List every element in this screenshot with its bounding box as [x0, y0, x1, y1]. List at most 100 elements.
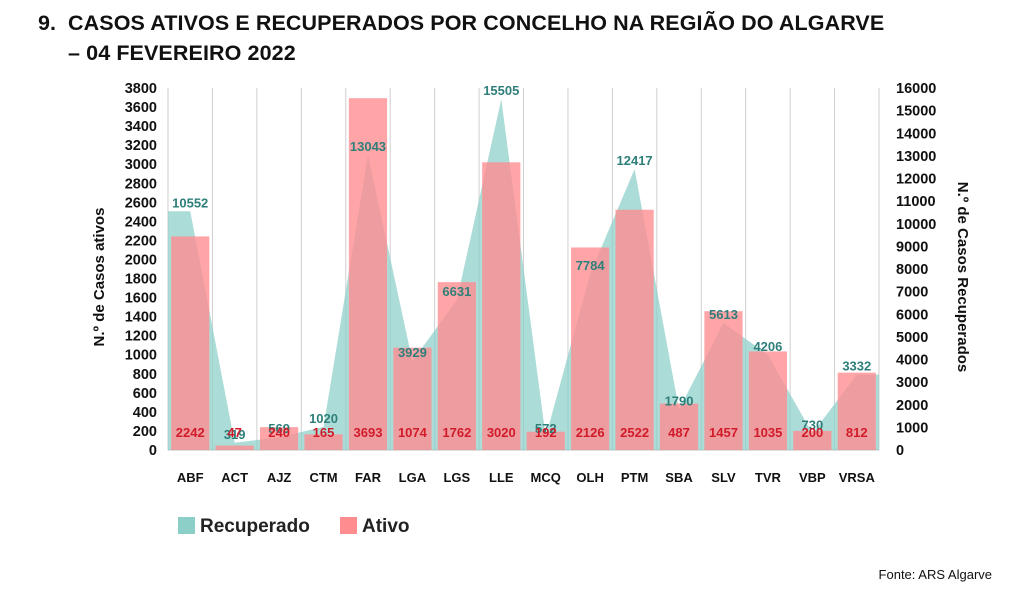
y2-tick-label: 10000 — [896, 217, 936, 233]
ativo-bar-lle — [482, 162, 521, 450]
y2-tick-label: 7000 — [896, 285, 928, 301]
x-tick-label: AJZ — [267, 470, 292, 485]
ativo-bar-far — [348, 98, 388, 450]
ativo-bar-ctm — [304, 434, 343, 450]
x-tick-label: ABF — [177, 470, 204, 485]
x-tick-label: FAR — [355, 470, 382, 485]
y-tick-label: 3000 — [125, 157, 157, 173]
recuperado-data-label: 12417 — [617, 153, 653, 168]
ativo-data-label: 200 — [801, 425, 823, 440]
ativo-data-label: 1762 — [442, 425, 471, 440]
y-tick-label: 3600 — [125, 100, 157, 116]
recuperado-data-label: 3332 — [842, 359, 871, 374]
y2-tick-label: 3000 — [896, 375, 928, 391]
y2-axis-title: N.º de Casos Recuperados — [954, 182, 971, 373]
x-tick-label: SLV — [711, 470, 736, 485]
y-tick-label: 1800 — [125, 272, 157, 288]
y2-tick-label: 0 — [896, 443, 904, 459]
ativo-bar-tvr — [748, 351, 788, 450]
ativo-data-label: 1074 — [398, 425, 428, 440]
ativo-data-label: 487 — [668, 425, 690, 440]
y-tick-label: 2200 — [125, 233, 157, 249]
ativo-bar-abf — [171, 236, 210, 450]
ativo-data-label: 2126 — [576, 425, 605, 440]
y-tick-label: 3400 — [125, 119, 157, 135]
ativo-data-label: 2242 — [176, 425, 205, 440]
ativo-data-label: 192 — [535, 425, 557, 440]
y-tick-label: 3200 — [125, 138, 157, 154]
y-tick-label: 400 — [133, 405, 157, 421]
chart-title: 9. CASOS ATIVOS E RECUPERADOS POR CONCELH… — [38, 8, 884, 68]
y2-tick-label: 8000 — [896, 262, 928, 278]
y-tick-label: 2400 — [125, 214, 157, 230]
ativo-data-label: 47 — [227, 425, 241, 440]
ativo-bar-lga — [393, 347, 432, 450]
ativo-bar-mcq — [526, 431, 565, 450]
ativo-bar-ptm — [615, 209, 654, 450]
recuperado-data-label: 10552 — [172, 195, 208, 210]
ativo-bar-olh — [571, 247, 610, 450]
ativo-data-label: 165 — [313, 425, 335, 440]
y-axis-title: N.º de Casos ativos — [91, 208, 108, 347]
y2-tick-label: 11000 — [896, 194, 936, 210]
x-tick-label: OLH — [576, 470, 603, 485]
legend-swatch-recuperado — [178, 517, 195, 534]
y-tick-label: 200 — [133, 424, 157, 440]
ativo-data-label: 812 — [846, 425, 868, 440]
x-tick-label: MCQ — [531, 470, 561, 485]
y2-tick-label: 4000 — [896, 353, 928, 369]
title-line-2: – 04 FEVEREIRO 2022 — [68, 41, 296, 65]
y2-tick-label: 12000 — [896, 172, 936, 188]
x-tick-label: VBP — [799, 470, 826, 485]
x-tick-label: PTM — [621, 470, 648, 485]
recuperado-area — [168, 99, 879, 450]
x-tick-label: LGS — [443, 470, 470, 485]
recuperado-data-label: 319 — [224, 427, 246, 442]
y-tick-label: 600 — [133, 386, 157, 402]
legend-label-recuperado: Recuperado — [200, 516, 310, 537]
y-tick-label: 1400 — [125, 310, 157, 326]
y-tick-label: 3800 — [125, 81, 157, 97]
source-note: Fonte: ARS Algarve — [878, 567, 992, 582]
recuperado-data-label: 1790 — [665, 394, 694, 409]
y2-tick-label: 2000 — [896, 398, 928, 414]
ativo-bar-vrsa — [837, 372, 876, 450]
y-tick-label: 1000 — [125, 348, 157, 364]
ativo-bar-act — [215, 445, 254, 450]
y2-tick-label: 14000 — [896, 126, 936, 142]
recuperado-data-label: 5613 — [709, 307, 738, 322]
y-tick-label: 1600 — [125, 291, 157, 307]
ativo-bar-vbp — [793, 430, 832, 450]
ativo-data-label: 1035 — [753, 425, 782, 440]
ativo-bar-ajz — [259, 427, 299, 450]
y2-tick-label: 5000 — [896, 330, 928, 346]
x-tick-label: LGA — [399, 470, 427, 485]
y2-tick-label: 9000 — [896, 239, 928, 255]
ativo-bar-lgs — [437, 282, 476, 450]
y-tick-label: 2000 — [125, 252, 157, 268]
ativo-data-label: 3693 — [354, 425, 383, 440]
x-tick-label: CTM — [309, 470, 337, 485]
ativo-bar-sba — [659, 403, 699, 450]
recuperado-data-label: 7784 — [576, 258, 606, 273]
ativo-data-label: 1457 — [709, 425, 738, 440]
legend-label-ativo: Ativo — [362, 516, 410, 537]
x-tick-label: SBA — [665, 470, 693, 485]
x-tick-label: TVR — [755, 470, 782, 485]
recuperado-data-label: 572 — [535, 421, 557, 436]
y-tick-label: 2600 — [125, 195, 157, 211]
ativo-data-label: 3020 — [487, 425, 516, 440]
legend-swatch-ativo — [340, 517, 357, 534]
y-tick-label: 2800 — [125, 176, 157, 192]
recuperado-data-label: 569 — [268, 421, 290, 436]
x-tick-label: LLE — [489, 470, 514, 485]
ativo-bar-slv — [704, 311, 743, 450]
ativo-data-label: 2522 — [620, 425, 649, 440]
recuperado-data-label: 6631 — [442, 284, 471, 299]
ativo-data-label: 240 — [268, 425, 290, 440]
recuperado-data-label: 13043 — [350, 139, 386, 154]
y-tick-label: 800 — [133, 367, 157, 383]
y-tick-label: 1200 — [125, 329, 157, 345]
x-tick-label: VRSA — [839, 470, 876, 485]
